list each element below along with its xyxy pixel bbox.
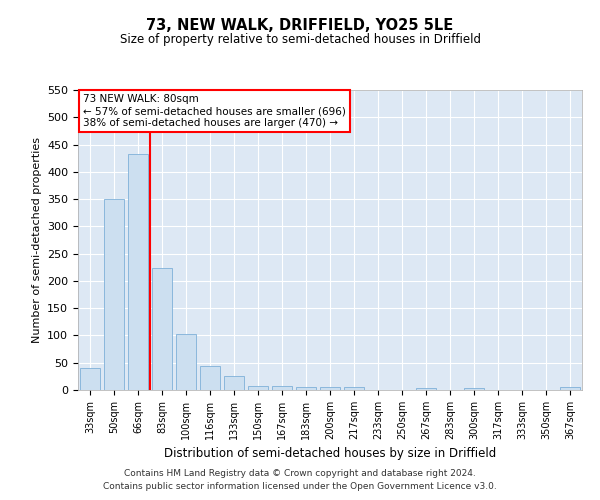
Text: Size of property relative to semi-detached houses in Driffield: Size of property relative to semi-detach… xyxy=(119,32,481,46)
Text: Contains HM Land Registry data © Crown copyright and database right 2024.: Contains HM Land Registry data © Crown c… xyxy=(124,468,476,477)
X-axis label: Distribution of semi-detached houses by size in Driffield: Distribution of semi-detached houses by … xyxy=(164,448,496,460)
Text: 73 NEW WALK: 80sqm
← 57% of semi-detached houses are smaller (696)
38% of semi-d: 73 NEW WALK: 80sqm ← 57% of semi-detache… xyxy=(83,94,346,128)
Bar xyxy=(80,368,100,390)
Bar xyxy=(104,199,124,390)
Bar xyxy=(224,376,244,390)
Bar xyxy=(296,386,316,390)
Bar xyxy=(272,386,292,390)
Bar xyxy=(200,366,220,390)
Bar xyxy=(176,334,196,390)
Bar xyxy=(128,154,148,390)
Bar xyxy=(320,388,340,390)
Text: 73, NEW WALK, DRIFFIELD, YO25 5LE: 73, NEW WALK, DRIFFIELD, YO25 5LE xyxy=(146,18,454,32)
Bar xyxy=(344,388,364,390)
Bar xyxy=(464,388,484,390)
Bar xyxy=(152,268,172,390)
Bar xyxy=(416,388,436,390)
Text: Contains public sector information licensed under the Open Government Licence v3: Contains public sector information licen… xyxy=(103,482,497,491)
Bar xyxy=(248,386,268,390)
Bar xyxy=(560,388,580,390)
Y-axis label: Number of semi-detached properties: Number of semi-detached properties xyxy=(32,137,41,343)
